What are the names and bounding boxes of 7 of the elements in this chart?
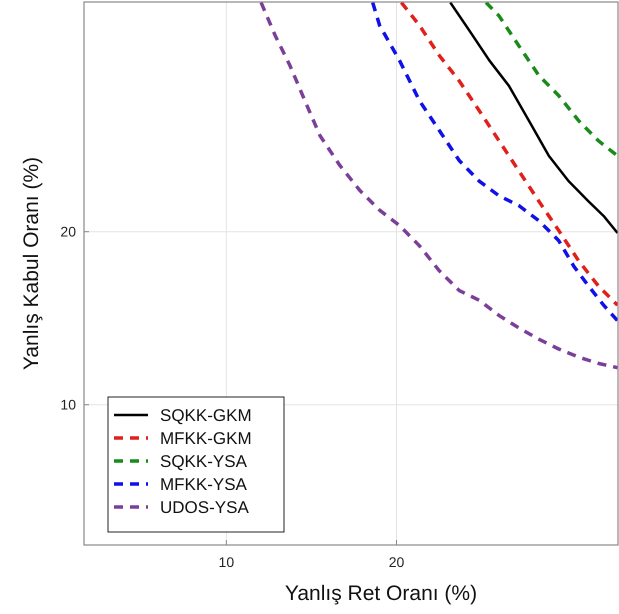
legend-label: MFKK-GKM: [160, 429, 252, 448]
legend-label: SQKK-YSA: [160, 452, 248, 471]
x-axis-title: Yanlış Ret Oranı (%): [284, 582, 478, 605]
legend-label: SQKK-GKM: [160, 406, 252, 425]
legend-label: MFKK-YSA: [160, 475, 248, 494]
y-axis-title: Yanlış Kabul Oranı (%): [20, 156, 43, 370]
legend-label: UDOS-YSA: [160, 498, 250, 517]
